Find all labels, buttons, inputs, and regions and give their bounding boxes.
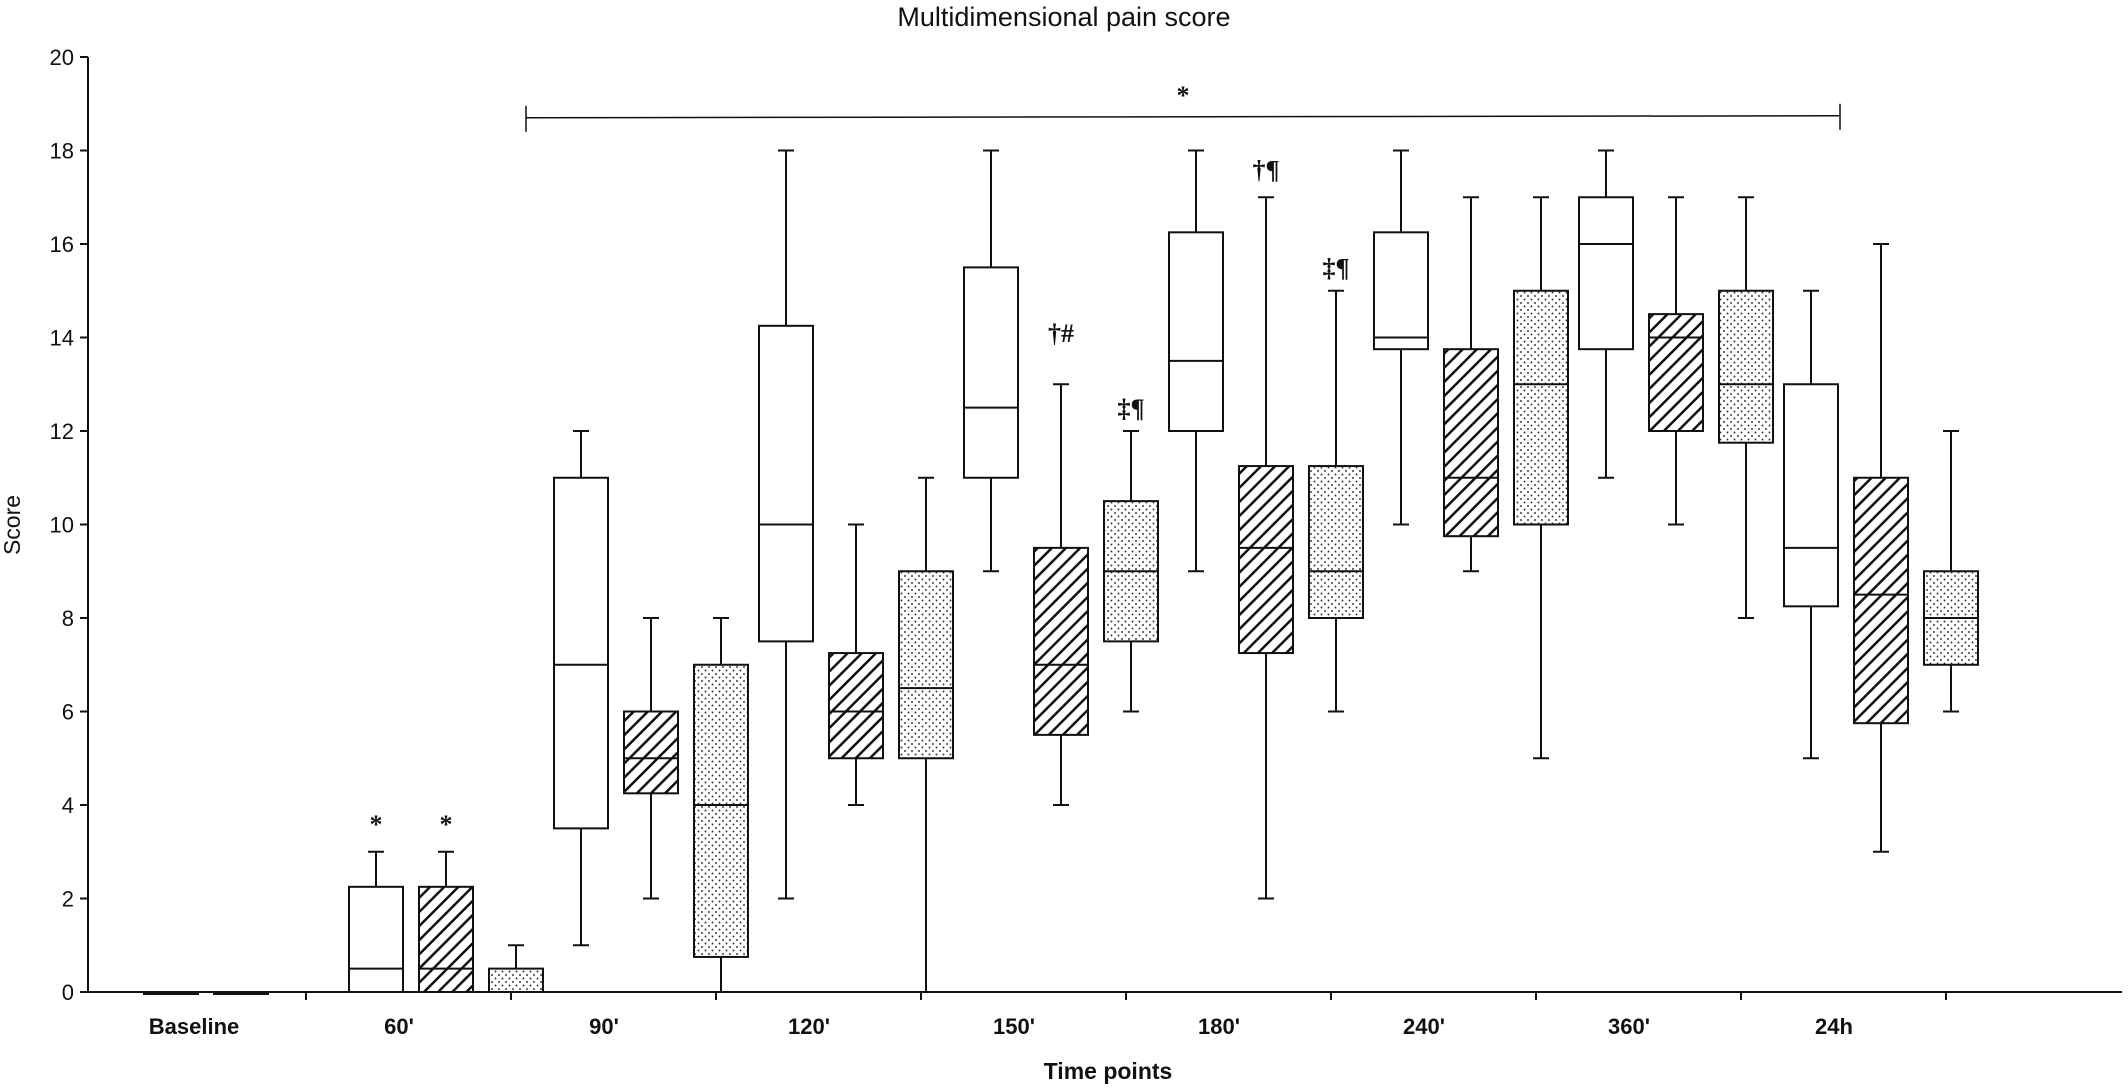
box-plot: [1033, 383, 1089, 806]
x-tick-label: 150': [993, 1014, 1035, 1039]
y-tick-label: 12: [50, 419, 74, 444]
box-plot: [1923, 430, 1979, 713]
box-body: [348, 885, 404, 993]
y-tick-label: 0: [62, 980, 74, 1005]
y-tick-label: 4: [62, 793, 74, 818]
significance-mark: ‡¶: [1117, 394, 1144, 423]
box-body: [623, 710, 679, 795]
x-axis-title: Time points: [1044, 1058, 1173, 1084]
chart-title: Multidimensional pain score: [897, 2, 1230, 32]
box-body: [693, 663, 749, 958]
significance-bracket: *: [525, 81, 1841, 132]
box-body: [758, 324, 814, 643]
box-plot: [1238, 196, 1294, 900]
box-plot: [1168, 149, 1224, 573]
x-tick-label: 24h: [1815, 1014, 1853, 1039]
x-tick-label: 240': [1403, 1014, 1445, 1039]
x-tick-label: 60': [384, 1014, 414, 1039]
box-plot: [828, 523, 884, 806]
box-plot: [1578, 149, 1634, 479]
box-plot: [1718, 196, 1774, 619]
box-body: [1373, 231, 1429, 351]
box-body: [1168, 231, 1224, 432]
box-body: [488, 967, 544, 993]
bracket-label: *: [1177, 81, 1190, 110]
y-tick-label: 18: [50, 139, 74, 164]
x-tick-label: 90': [589, 1014, 619, 1039]
x-tick-label: Baseline: [149, 1014, 240, 1039]
significance-mark: †¶: [1252, 156, 1279, 185]
y-tick-label: 6: [62, 700, 74, 725]
significance-mark: *: [370, 810, 383, 839]
box-plot: [1853, 243, 1909, 853]
box-plot: [1103, 430, 1159, 713]
box-plot: [693, 617, 749, 993]
box-body: [1578, 196, 1634, 351]
box-plot: [1443, 196, 1499, 573]
x-tick-label: 360': [1608, 1014, 1650, 1039]
box-body: [898, 570, 954, 760]
y-tick-label: 20: [50, 45, 74, 70]
box-plot: [213, 991, 269, 995]
box-body: [1443, 348, 1499, 538]
box-body: [963, 266, 1019, 479]
x-tick-label: 120': [788, 1014, 830, 1039]
significance-mark: *: [440, 810, 453, 839]
y-tick-label: 16: [50, 232, 74, 257]
box-body: [1783, 383, 1839, 608]
y-tick-label: 10: [50, 513, 74, 538]
box-body: [553, 476, 609, 830]
box-body: [1033, 546, 1089, 736]
significance-mark: †#: [1048, 319, 1074, 348]
box-body: [828, 652, 884, 760]
box-plot: [488, 944, 544, 993]
box-plot: [758, 149, 814, 900]
box-plot: [898, 476, 954, 993]
box-plot: [963, 149, 1019, 573]
x-tick-label: 180': [1198, 1014, 1240, 1039]
y-axis-title: Score: [0, 495, 25, 555]
box-body: [1238, 465, 1294, 655]
y-tick-label: 8: [62, 606, 74, 631]
significance-mark: ‡¶: [1322, 254, 1349, 283]
box-body: [1853, 476, 1909, 725]
box-plot: [623, 617, 679, 900]
box-plot: [418, 850, 474, 993]
box-plot: [143, 991, 199, 995]
box-plot: [348, 850, 404, 993]
box-body: [418, 885, 474, 993]
box-plot: [1783, 289, 1839, 760]
box-plot: [1373, 149, 1429, 526]
box-body: [1513, 289, 1569, 526]
box-body: [1308, 465, 1364, 619]
box-body: [1718, 289, 1774, 444]
bracket-line: [525, 115, 1841, 119]
box-plot: [1308, 289, 1364, 713]
box-plot: [1513, 196, 1569, 760]
box-plot: [553, 430, 609, 947]
y-tick-label: 2: [62, 887, 74, 912]
box-body: [1648, 313, 1704, 432]
y-tick-label: 14: [50, 326, 74, 351]
box-plot: [1648, 196, 1704, 526]
